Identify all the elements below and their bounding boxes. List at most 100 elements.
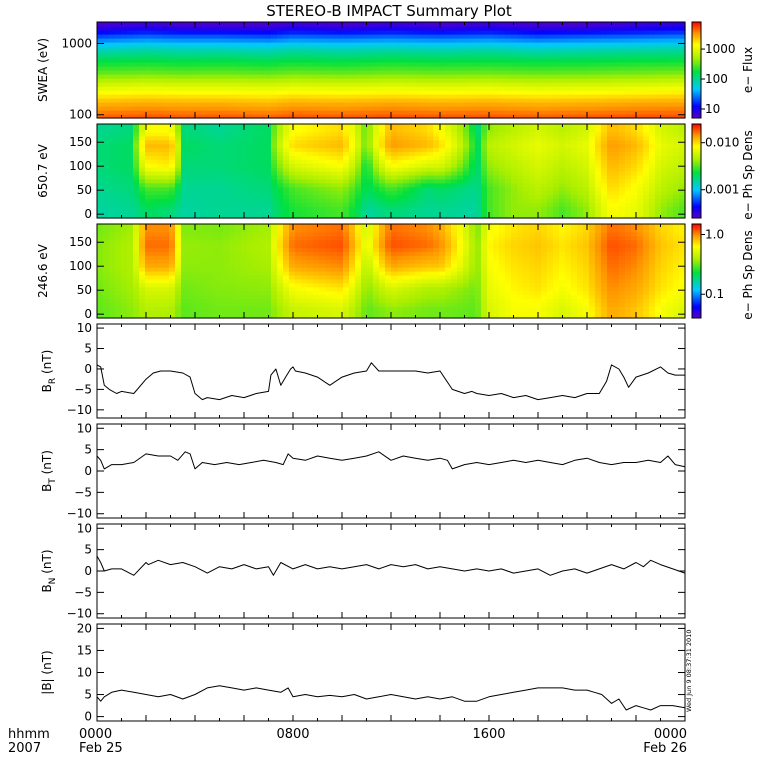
heatmap-cell — [307, 124, 314, 129]
heatmap-cell — [271, 124, 278, 129]
heatmap-cell — [223, 174, 230, 180]
heatmap-cell — [643, 70, 650, 75]
heatmap-cell — [247, 139, 254, 145]
heatmap-cell — [655, 214, 662, 219]
heatmap-cell — [187, 78, 194, 83]
y-axis-label: SWEA (eV) — [36, 38, 50, 102]
heatmap-cell — [121, 143, 128, 149]
heatmap-cell — [607, 186, 614, 192]
heatmap-cell — [193, 58, 200, 63]
heatmap-cell — [211, 143, 218, 149]
heatmap-cell — [229, 206, 236, 211]
heatmap-cell — [97, 90, 104, 95]
heatmap-cell — [307, 58, 314, 63]
heatmap-cell — [151, 206, 158, 211]
heatmap-cell — [517, 131, 524, 137]
heatmap-cell — [619, 34, 626, 39]
heatmap-cell — [547, 34, 554, 39]
heatmap-cell — [187, 66, 194, 71]
heatmap-cell — [379, 94, 386, 99]
heatmap-cell — [661, 58, 668, 63]
heatmap-cell — [565, 54, 572, 59]
heatmap-cell — [265, 74, 272, 79]
heatmap-cell — [541, 190, 548, 196]
heatmap-cell — [109, 70, 116, 75]
heatmap-cell — [103, 271, 110, 276]
heatmap-cell — [319, 46, 326, 51]
heatmap-cell — [589, 94, 596, 99]
heatmap-cell — [265, 86, 272, 91]
heatmap-cell — [535, 178, 542, 184]
heatmap-cell — [343, 62, 350, 67]
heatmap-cell — [517, 124, 524, 129]
heatmap-cell — [565, 102, 572, 107]
heatmap-cell — [649, 66, 656, 71]
heatmap-cell — [163, 90, 170, 95]
heatmap-cell — [247, 186, 254, 192]
heatmap-cell — [229, 186, 236, 192]
heatmap-cell — [487, 38, 494, 43]
heatmap-cell — [103, 224, 110, 229]
heatmap-cell — [613, 206, 620, 211]
heatmap-cell — [313, 139, 320, 145]
heatmap-cell — [253, 210, 260, 215]
heatmap-cell — [355, 86, 362, 91]
heatmap-cell — [307, 139, 314, 145]
heatmap-cell — [217, 62, 224, 67]
heatmap-cell — [385, 34, 392, 39]
heatmap-cell — [427, 210, 434, 215]
heatmap-cell — [661, 194, 668, 200]
heatmap-cell — [517, 147, 524, 153]
heatmap-cell — [235, 190, 242, 196]
heatmap-cell — [439, 110, 446, 115]
heatmap-cell — [481, 151, 488, 156]
heatmap-cell — [553, 78, 560, 83]
heatmap-cell — [487, 34, 494, 39]
heatmap-cell — [289, 174, 296, 180]
heatmap-cell — [607, 143, 614, 149]
heatmap-cell — [241, 78, 248, 83]
heatmap-cell — [193, 98, 200, 103]
heatmap-cell — [223, 131, 230, 137]
heatmap-cell — [361, 54, 368, 59]
heatmap-cell — [277, 159, 284, 164]
heatmap-cell — [481, 54, 488, 59]
heatmap-cell — [397, 159, 404, 164]
heatmap-cell — [433, 62, 440, 67]
heatmap-cell — [115, 206, 122, 211]
heatmap-cell — [193, 26, 200, 31]
heatmap-cell — [109, 174, 116, 180]
heatmap-cell — [379, 163, 386, 168]
heatmap-cell — [523, 174, 530, 180]
heatmap-cell — [349, 50, 356, 55]
heatmap-cell — [241, 202, 248, 207]
heatmap-cell — [559, 171, 566, 176]
heatmap-cell — [181, 70, 188, 75]
heatmap-cell — [133, 310, 140, 315]
heatmap-cell — [625, 86, 632, 91]
heatmap-cell — [373, 26, 380, 31]
heatmap-cell — [403, 78, 410, 83]
heatmap-cell — [319, 30, 326, 35]
heatmap-cell — [187, 22, 194, 27]
heatmap-cell — [541, 194, 548, 200]
heatmap-cell — [589, 110, 596, 115]
heatmap-cell — [247, 151, 254, 156]
heatmap-cell — [679, 167, 686, 172]
heatmap-cell — [253, 135, 260, 141]
heatmap-cell — [643, 210, 650, 215]
heatmap-cell — [409, 58, 416, 63]
heatmap-cell — [133, 214, 140, 219]
heatmap-cell — [337, 90, 344, 95]
heatmap-cell — [235, 42, 242, 47]
heatmap-cell — [331, 34, 338, 39]
heatmap-cell — [607, 159, 614, 164]
heatmap-cell — [349, 98, 356, 103]
heatmap-cell — [625, 147, 632, 153]
heatmap-cell — [499, 190, 506, 196]
heatmap-cell — [535, 34, 542, 39]
heatmap-cell — [511, 194, 518, 200]
heatmap-cell — [355, 214, 362, 219]
heatmap-cell — [157, 139, 164, 145]
heatmap-cell — [667, 198, 674, 203]
